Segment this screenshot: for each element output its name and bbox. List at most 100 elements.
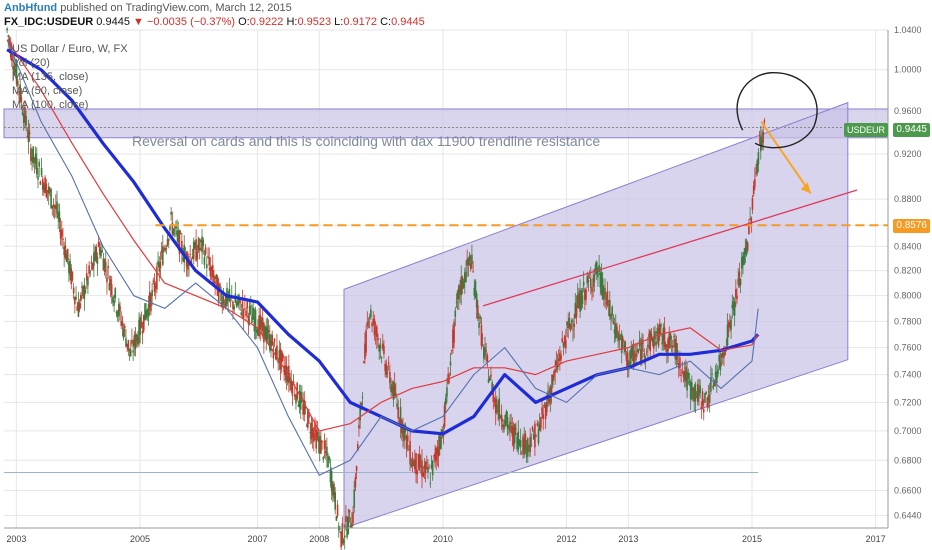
candle-body [691, 382, 693, 400]
candle-body [749, 218, 751, 220]
candle-body [704, 393, 706, 403]
candle-body [249, 305, 252, 307]
close-label: C: [380, 16, 392, 28]
candle-body [197, 238, 200, 251]
candle-body [449, 361, 452, 366]
candle-body [114, 288, 117, 299]
legend-vol[interactable]: Vol (20) [12, 57, 50, 69]
candle-body [421, 460, 423, 477]
candle-body [169, 225, 171, 231]
candle-body [359, 405, 361, 421]
candle-body [305, 425, 308, 427]
candle-body [182, 257, 184, 261]
candle-body [614, 323, 617, 339]
candle-body [448, 382, 451, 384]
candle-body [731, 304, 734, 308]
candle-body [428, 467, 430, 469]
candle-body [181, 240, 183, 254]
legend-ma-50[interactable]: MA (50, close) [12, 85, 83, 97]
candle-body [60, 229, 63, 237]
candle-body [719, 361, 722, 371]
candle-body [31, 157, 33, 162]
candle-body [52, 204, 55, 207]
legend-ma-100[interactable]: MA (100, close) [12, 99, 89, 111]
candle-body [624, 341, 627, 353]
candle-body [456, 290, 459, 300]
y-tick-label: 0.7000 [894, 426, 922, 436]
candle-body [340, 531, 342, 548]
candle-body [561, 338, 564, 343]
close-value: 0.9445 [391, 16, 425, 28]
candle-body [283, 366, 285, 373]
candle-body [315, 429, 317, 449]
candle-body [647, 344, 649, 348]
candle-body [399, 406, 402, 427]
rising-channel [343, 101, 849, 529]
candle-body [742, 255, 744, 266]
candles-layer [6, 27, 766, 550]
candle-body [248, 306, 251, 315]
candle-body [332, 484, 334, 496]
candle-body [15, 64, 18, 85]
candle-body [280, 350, 283, 364]
y-tick-label: 0.6800 [894, 455, 922, 465]
candle-body [591, 287, 593, 292]
legend-title[interactable]: US Dollar / Euro, W, FX [12, 43, 128, 55]
candle-body [28, 132, 31, 135]
annotation-text[interactable]: Reversal on cards and this is coinciding… [132, 133, 601, 149]
candle-body [324, 451, 327, 454]
candle-body [279, 348, 282, 370]
candle-body [127, 340, 130, 350]
candle-body [696, 384, 699, 402]
candle-body [477, 305, 479, 319]
candle-body [541, 407, 543, 415]
candle-body [607, 304, 610, 306]
candle-body [498, 398, 501, 420]
candle-body [496, 404, 498, 410]
candle-body [153, 282, 156, 292]
candle-body [623, 345, 625, 347]
candle-body [173, 227, 176, 229]
candle-body [436, 448, 439, 455]
candle-body [588, 277, 591, 279]
candle-body [146, 309, 149, 315]
candle-body [581, 295, 584, 305]
candle-body [645, 351, 648, 353]
candle-body [236, 300, 239, 306]
candle-body [43, 185, 45, 193]
candle-body [50, 188, 52, 209]
ma-100-line [6, 39, 759, 476]
candle-body [167, 238, 170, 242]
candle-body [202, 239, 205, 246]
candle-body [759, 136, 762, 152]
candle-body [688, 381, 691, 383]
candle-body [204, 247, 207, 255]
candle-body [467, 258, 470, 266]
candle-body [754, 178, 756, 187]
level-price-tag: 0.8576 [893, 219, 930, 233]
candle-body [499, 416, 502, 419]
candle-body [693, 387, 696, 401]
candle-body [383, 345, 385, 355]
legend-ma-135[interactable]: MA (135, close) [12, 71, 89, 83]
candle-body [373, 318, 376, 336]
candle-body [613, 329, 616, 334]
candle-body [260, 319, 263, 328]
candle-body [694, 383, 697, 402]
candle-body [151, 290, 153, 297]
candle-body [612, 322, 615, 325]
candle-body [77, 302, 80, 317]
candle-body [380, 357, 383, 359]
candle-body [610, 314, 612, 320]
candle-body [32, 146, 35, 164]
author-name[interactable]: AnbHfund [4, 2, 58, 14]
candle-body [633, 354, 636, 356]
candle-body [733, 302, 736, 316]
candle-body [175, 224, 177, 229]
candle-body [649, 331, 652, 352]
candle-body [675, 342, 678, 360]
candle-body [225, 295, 227, 308]
candle-body [322, 457, 325, 460]
candle-body [503, 425, 505, 430]
